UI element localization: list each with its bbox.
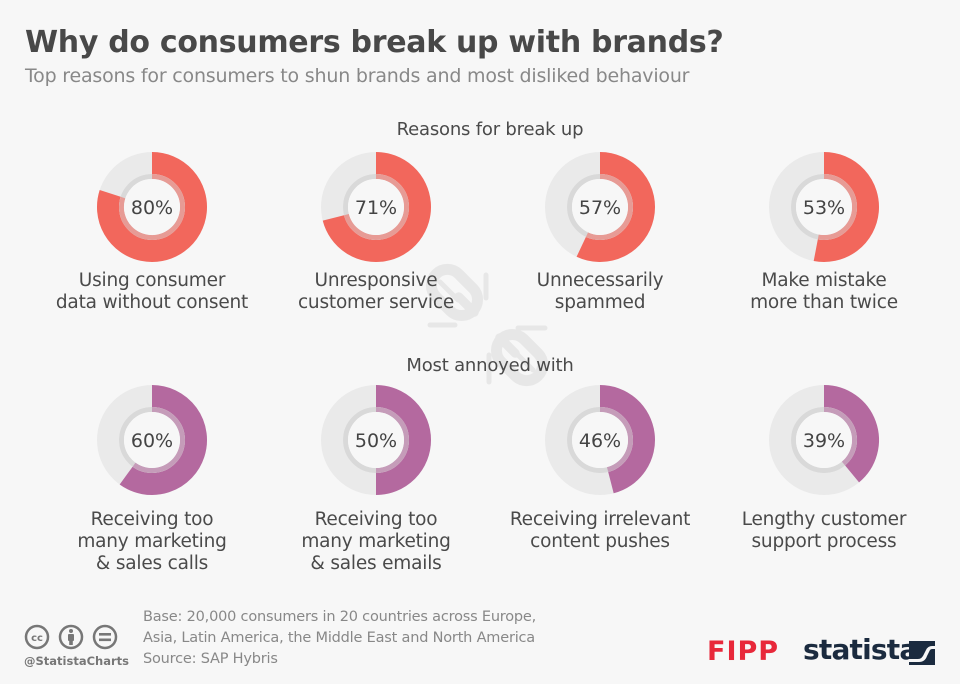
donut-inner-arc [119, 174, 185, 240]
donut-category-label: Unresponsive customer service [256, 270, 496, 314]
source-note: Source: SAP Hybris [143, 651, 278, 667]
donut-0-1: 71% [321, 152, 431, 262]
label-line: more than twice [750, 292, 898, 313]
donut-category-label: Receiving irrelevant content pushes [480, 509, 720, 553]
donut-hole [572, 412, 628, 468]
donut-value-arc [119, 385, 207, 495]
donut-1-3: 39% [769, 385, 879, 495]
label-line: many marketing [301, 531, 451, 552]
donut-value-label: 50% [355, 430, 397, 452]
label-line: & sales emails [310, 553, 442, 574]
label-line: Unnecessarily [536, 270, 664, 291]
donut-value-arc [97, 152, 207, 262]
base-note: Base: 20,000 consumers in 20 countries a… [143, 607, 536, 649]
label-line: Using consumer [78, 270, 226, 291]
donut-value-label: 60% [131, 430, 173, 452]
section-heading-annoyed: Most annoyed with [406, 355, 574, 376]
cc-icon: cc [24, 624, 50, 650]
by-attribution-icon [58, 624, 84, 650]
license-icons: cc [24, 624, 124, 654]
donut-value-arc [322, 152, 431, 262]
label-line: Lengthy customer [741, 509, 907, 530]
donut-0-2: 57% [545, 152, 655, 262]
donut-1-0: 60% [97, 385, 207, 495]
statista-logo-icon [909, 641, 935, 665]
donut-inner-arc [817, 174, 857, 240]
donut-hole [348, 179, 404, 235]
chart-subtitle: Top reasons for consumers to shun brands… [25, 65, 690, 87]
donut-category-label: Receiving too many marketing & sales calls [32, 509, 272, 575]
donut-value-label: 46% [579, 430, 621, 452]
donut-hole [348, 412, 404, 468]
donut-value-arc [576, 152, 655, 262]
donut-value-label: 71% [355, 197, 397, 219]
donut-value-arc [813, 152, 879, 262]
donut-inner-arc [823, 407, 857, 466]
donut-inner-arc [132, 407, 185, 473]
section-heading-reasons: Reasons for break up [396, 119, 584, 140]
label-line: Receiving too [90, 509, 214, 530]
broken-link-watermark-icon [425, 263, 549, 387]
no-derivatives-icon [92, 624, 118, 650]
label-line: Receiving too [314, 509, 438, 530]
label-line: Unresponsive [314, 270, 438, 291]
donut-value-arc [375, 385, 431, 495]
label-line: support process [751, 531, 897, 552]
base-note-line-1: Base: 20,000 consumers in 20 countries a… [143, 609, 537, 625]
donut-inner-arc [344, 174, 409, 240]
donut-category-label: Make mistake more than twice [704, 270, 944, 314]
donut-inner-arc [599, 407, 633, 472]
label-line: Make mistake [761, 270, 887, 291]
donut-inner-arc [585, 174, 633, 240]
donut-value-label: 57% [579, 197, 621, 219]
donut-hole [572, 179, 628, 235]
svg-text:cc: cc [31, 633, 43, 644]
statista-handle[interactable]: @StatistaCharts [24, 654, 129, 668]
donut-hole [124, 179, 180, 235]
donut-hole [124, 412, 180, 468]
donut-category-label: Lengthy customer support process [704, 509, 944, 553]
donut-category-label: Using consumer data without consent [32, 270, 272, 314]
donut-value-label: 39% [803, 430, 845, 452]
label-line: customer service [297, 292, 455, 313]
donut-1-1: 50% [321, 385, 431, 495]
donut-hole [796, 179, 852, 235]
label-line: many marketing [77, 531, 227, 552]
donut-value-label: 80% [131, 197, 173, 219]
donut-value-arc [823, 385, 879, 483]
donut-1-2: 46% [545, 385, 655, 495]
label-line: & sales calls [95, 553, 209, 574]
base-note-line-2: Asia, Latin America, the Middle East and… [143, 630, 535, 646]
donut-0-0: 80% [97, 152, 207, 262]
label-line: spammed [554, 292, 646, 313]
donut-value-label: 53% [803, 197, 845, 219]
donut-inner-arc [375, 407, 409, 473]
statista-logo[interactable]: statista [803, 633, 918, 666]
chart-title: Why do consumers break up with brands? [25, 25, 724, 60]
donut-category-label: Unnecessarily spammed [480, 270, 720, 314]
label-line: data without consent [55, 292, 249, 313]
label-line: content pushes [530, 531, 670, 552]
fipp-logo[interactable]: FIPP [707, 636, 780, 667]
donut-value-arc [599, 385, 655, 494]
donut-category-label: Receiving too many marketing & sales email… [256, 509, 496, 575]
label-line: Receiving irrelevant [509, 509, 691, 530]
donut-0-3: 53% [769, 152, 879, 262]
donut-hole [796, 412, 852, 468]
